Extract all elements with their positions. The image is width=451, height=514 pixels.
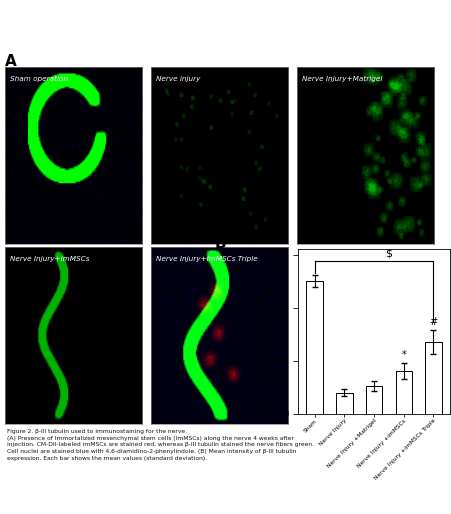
Text: Nerve Injury+imMSCs: Nerve Injury+imMSCs xyxy=(10,255,89,262)
Bar xyxy=(336,393,352,414)
Text: B: B xyxy=(215,236,226,251)
Text: Nerve Injury+Matrigel: Nerve Injury+Matrigel xyxy=(301,76,382,82)
Text: Nerve Injury+imMSCs Triple: Nerve Injury+imMSCs Triple xyxy=(156,255,257,262)
Bar xyxy=(424,342,441,414)
Text: #: # xyxy=(428,317,437,327)
Text: A: A xyxy=(5,54,16,69)
Text: Figure 2. β-III tubulin used to immunostaining for the nerve.
(A) Presence of Im: Figure 2. β-III tubulin used to immunost… xyxy=(7,429,313,461)
Text: Nerve injury: Nerve injury xyxy=(156,76,200,82)
Bar xyxy=(395,371,411,414)
Text: Sham operation: Sham operation xyxy=(10,76,68,82)
Text: $: $ xyxy=(385,249,391,259)
Bar xyxy=(306,281,322,414)
Y-axis label: Mean Intensity of β-Ⅲ Tubulin: Mean Intensity of β-Ⅲ Tubulin xyxy=(263,276,272,388)
Bar xyxy=(365,386,382,414)
Text: *: * xyxy=(400,350,405,360)
